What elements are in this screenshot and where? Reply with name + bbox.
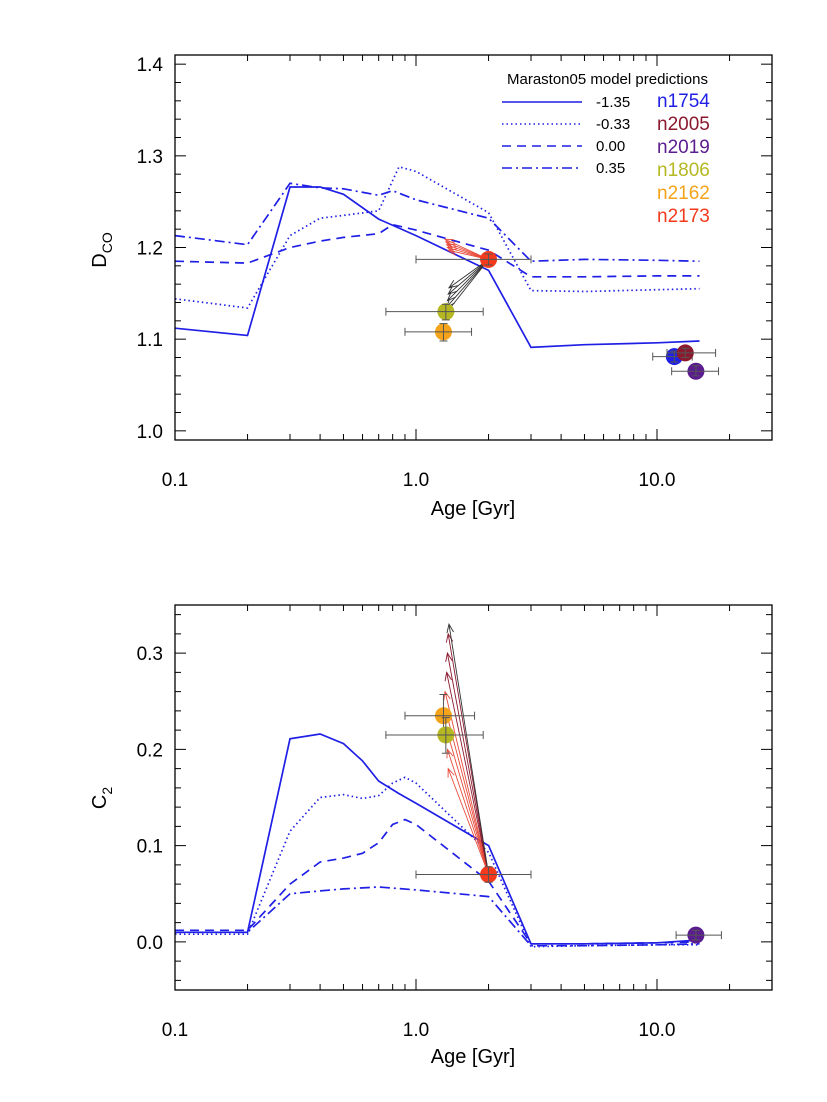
c2-ytick-label: 0.2 [137, 740, 163, 761]
c2-arrow-red [447, 767, 489, 875]
dco-point-n1806 [385, 303, 484, 321]
c2-ytick-label: 0.3 [137, 644, 163, 665]
dco-model-line-solid [175, 186, 700, 349]
c2-xaxis-label: Age [Gyr] [431, 1046, 515, 1068]
c2-point-n2019 [675, 926, 722, 944]
legend-galaxy-n2019: n2019 [657, 137, 710, 158]
dco-ytick-label: 1.0 [137, 422, 163, 443]
c2-panel: 0.1 1.0 10.0 0.0 0.1 0.2 0.3 Age [Gyr] C2 [89, 604, 773, 1068]
c2-yaxis-label: C2 [89, 787, 115, 809]
c2-arrow-red [446, 748, 489, 875]
dco-ticks [174, 55, 773, 440]
legend-galaxy-n2005: n2005 [657, 114, 710, 135]
c2-arrow-darkred [445, 651, 489, 875]
c2-model-line-dashdot [175, 886, 700, 947]
dco-model-line-dashed [175, 223, 700, 278]
legend-galaxy-n1806: n1806 [657, 160, 710, 181]
dco-yaxis-label: DCO [89, 232, 115, 268]
c2-ytick-label: 0.1 [137, 837, 163, 858]
legend-galaxy-n2162: n2162 [657, 183, 710, 204]
c2-plot-frame [174, 604, 773, 991]
dco-point-n2019 [671, 362, 720, 380]
dco-ytick-label: 1.3 [137, 147, 163, 168]
dco-point-n2005 [666, 344, 717, 362]
c2-arrow-red [443, 690, 489, 875]
c2-arrow-darkred [444, 671, 489, 875]
c2-model-lines [175, 733, 700, 948]
c2-model-line-dashed [175, 818, 700, 945]
dco-model-line-dotted [175, 165, 700, 309]
c2-arrow-darkred [445, 632, 489, 875]
dco-plot-frame [174, 54, 773, 441]
dco-xtick-label: 1.0 [403, 470, 429, 491]
dco-xtick-label: 10.0 [639, 470, 676, 491]
c2-arrows [443, 623, 489, 875]
legend-label-dotted: -0.33 [596, 116, 630, 133]
c2-galaxy-points [385, 694, 722, 944]
c2-xtick-label: 10.0 [639, 1020, 676, 1041]
c2-yaxis-main: C [89, 795, 111, 809]
c2-point-n2173 [415, 866, 532, 883]
dco-point-n2173 [415, 250, 532, 268]
dco-arrow-black [447, 259, 489, 296]
dco-yaxis-main: D [89, 253, 111, 267]
dco-ytick-label: 1.1 [137, 330, 163, 351]
c2-model-line-solid [175, 733, 700, 945]
dco-panel: 0.1 1.0 10.01.01.11.21.31.4 Age [Gyr] DCO … [89, 54, 773, 520]
c2-point-n2162 [404, 694, 476, 736]
legend-galaxy-n1754: n1754 [657, 91, 710, 112]
dco-model-line-dashdot [175, 182, 700, 263]
c2-tick-labels: 0.1 1.0 10.0 0.0 0.1 0.2 0.3 [137, 644, 676, 1041]
c2-point-n1806 [385, 717, 484, 754]
dco-yaxis-sub: CO [99, 232, 115, 253]
dco-tick-labels: 0.1 1.0 10.0 1.0 1.1 1.2 1.3 1.4 [137, 55, 676, 491]
c2-arrow-black [446, 623, 489, 875]
c2-ytick-label: 0.0 [137, 933, 163, 954]
legend-label-dashed: 0.00 [596, 138, 625, 155]
c2-yaxis-sub: 2 [99, 787, 115, 795]
c2-ticks [174, 605, 773, 990]
dco-arrows [443, 238, 489, 315]
dco-galaxy-points [385, 250, 720, 380]
dco-xaxis-label: Age [Gyr] [431, 498, 515, 520]
dco-model-lines [175, 165, 700, 349]
dco-point-n2162 [404, 323, 473, 342]
c2-xtick-label: 0.1 [162, 1020, 188, 1041]
c2-arrow-red [445, 728, 489, 875]
dco-arrow-black [445, 259, 489, 308]
legend: Maraston05 model predictions -1.35 -0.33… [502, 71, 710, 227]
legend-label-dashdot: 0.35 [596, 160, 625, 177]
dco-arrow-black [446, 259, 489, 302]
legend-label-solid: -1.35 [596, 94, 630, 111]
legend-galaxy-n2173: n2173 [657, 206, 710, 227]
dco-ytick-label: 1.4 [137, 55, 164, 76]
c2-model-line-dotted [175, 776, 700, 948]
dco-xtick-label: 0.1 [162, 470, 188, 491]
c2-xtick-label: 1.0 [403, 1020, 429, 1041]
legend-title: Maraston05 model predictions [507, 71, 708, 88]
dco-ytick-label: 1.2 [137, 239, 163, 260]
